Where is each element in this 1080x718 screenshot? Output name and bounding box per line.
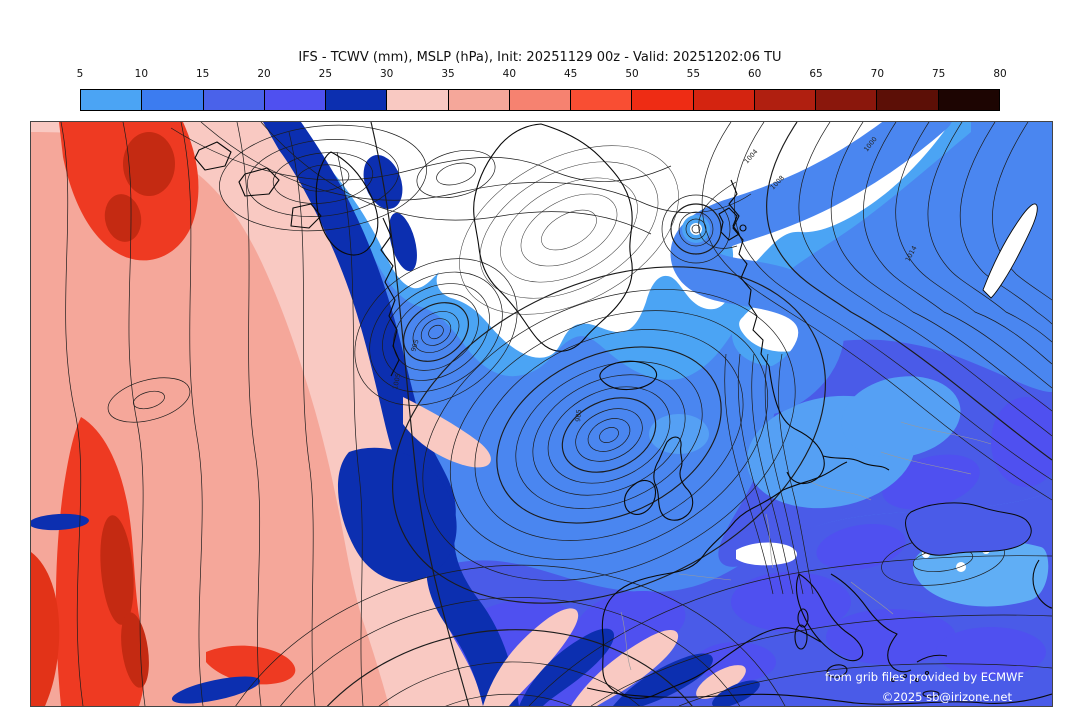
colorbar-tick-label: 5	[76, 68, 84, 80]
colorbar-tick-label: 15	[195, 68, 210, 80]
pressure-label: 995	[409, 338, 420, 352]
colorbar-segment	[264, 90, 327, 110]
colorbar-segment	[326, 90, 388, 110]
mslp-contour-layer	[60, 122, 1052, 706]
colorbar-tick-label: 40	[502, 68, 517, 80]
country-borders-layer	[620, 421, 992, 671]
colorbar-tick-label: 50	[625, 68, 639, 80]
attribution-source: from grib files provided by ECMWF	[825, 670, 1024, 684]
colorbar-tick-label: 30	[379, 68, 394, 80]
colorbar-segment	[938, 90, 999, 110]
colorbar-tick-label: 35	[441, 68, 455, 80]
colorbar-tick-label: 80	[993, 68, 1007, 80]
weather-map-canvas: 995 1005 985 1004 1008 1000 1014	[31, 122, 1052, 706]
colorbar-segment	[387, 90, 449, 110]
coastline-layer	[194, 123, 1052, 705]
colorbar-segment	[754, 90, 817, 110]
colorbar-segment	[816, 90, 878, 110]
colorbar-tick-label: 70	[870, 68, 885, 80]
colorbar-tick-label: 60	[747, 68, 762, 80]
colorbar-tick-label: 55	[686, 68, 701, 80]
colorbar-segment	[509, 90, 572, 110]
colorbar-ticks: 5 10 15 20 25 30 35 40 45 50 55 60 65 70 75 80	[76, 68, 1007, 84]
colorbar-tick-label: 10	[134, 68, 149, 80]
colorbar-tick-label: 20	[257, 68, 271, 80]
attribution-copyright: ©2025 sb@irizone.net	[881, 690, 1012, 704]
colorbar-tick-label: 65	[809, 68, 823, 80]
colorbar-tick-label: 45	[563, 68, 578, 80]
colorbar-segment	[571, 90, 633, 110]
colorbar-segment	[632, 90, 694, 110]
colorbar-segment	[877, 90, 939, 110]
colorbar-segments	[80, 89, 1000, 111]
colorbar-tick-label: 75	[931, 68, 946, 80]
weather-map: 995 1005 985 1004 1008 1000 1014 from gr…	[30, 121, 1053, 707]
tcwv-fill-layer	[31, 122, 1052, 706]
colorbar-segment	[203, 90, 265, 110]
pressure-label: 1005	[391, 373, 402, 391]
colorbar: 5 10 15 20 25 30 35 40 45 50 55 60 65 70 75 80	[77, 68, 1007, 111]
page-title: IFS - TCWV (mm), MSLP (hPa), Init: 20251…	[298, 50, 782, 65]
pressure-label: 985	[574, 409, 583, 422]
colorbar-segment	[81, 90, 143, 110]
colorbar-segment	[693, 90, 755, 110]
colorbar-tick-label: 25	[318, 68, 333, 80]
colorbar-segment	[142, 90, 204, 110]
colorbar-segment	[448, 90, 510, 110]
